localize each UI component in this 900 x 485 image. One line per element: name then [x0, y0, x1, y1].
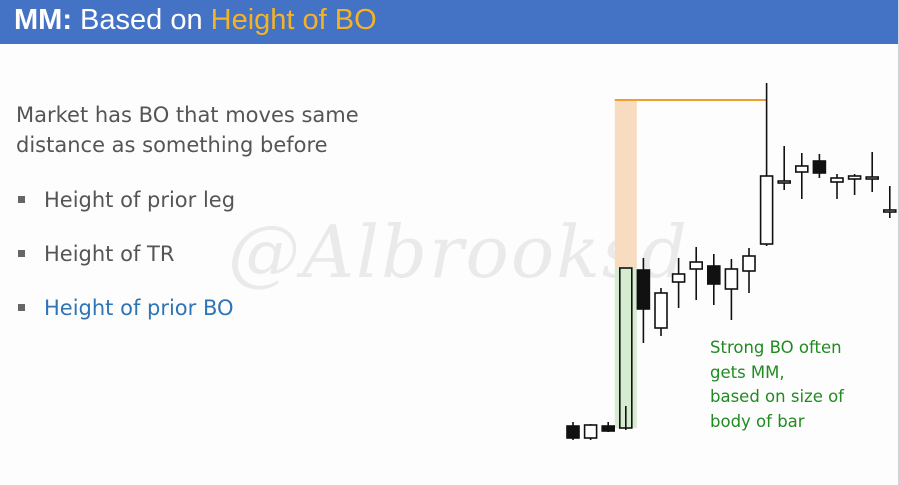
bull-candle-body: [671, 273, 686, 283]
title-middle: Based on: [71, 4, 211, 36]
right-edge-divider: [898, 0, 900, 485]
bull-candle-body: [830, 177, 844, 183]
bull-candle-body: [742, 255, 756, 272]
note-line: body of bar: [710, 411, 805, 431]
intro-text: Market has BO that moves same distance a…: [16, 103, 359, 157]
bear-candle-body: [566, 425, 580, 439]
bull-candle-body: [865, 176, 880, 180]
bullet-list: Height of prior leg Height of TR Height …: [16, 183, 235, 345]
bullet-square-icon: [18, 304, 25, 311]
watermark: @Albrooksd: [228, 210, 689, 294]
note-line: gets MM,: [710, 362, 785, 382]
bull-candle-body: [759, 175, 774, 245]
bear-candle-body: [706, 265, 721, 285]
bear-candle-body: [601, 425, 616, 432]
bear-candle-body: [636, 269, 651, 310]
bull-candle-body: [847, 175, 862, 180]
bullet-label: Height of prior leg: [44, 188, 236, 212]
bullet-label: Height of prior BO: [44, 296, 234, 320]
note-line: Strong BO often: [710, 338, 842, 357]
bullet-item-highlighted: Height of prior BO: [16, 291, 235, 345]
bull-candle-body: [724, 268, 739, 290]
bull-candle-body: [583, 424, 598, 439]
bullet-item: Height of prior leg: [16, 183, 235, 237]
note-line: based on size of: [710, 387, 844, 406]
bullet-square-icon: [18, 250, 25, 257]
title-prefix: MM:: [14, 4, 72, 36]
title-accent: Height of BO: [210, 4, 377, 36]
bull-candle-body: [777, 180, 792, 184]
slide-title: MM: Based on Height of BO: [0, 0, 898, 44]
bull-candle-body: [654, 292, 668, 329]
mm-projection-zone: [614, 100, 637, 268]
annotation-note: Strong BO often gets MM, based on size o…: [710, 336, 890, 434]
bull-candle-body: [794, 165, 809, 173]
bullet-label: Height of TR: [44, 242, 175, 266]
bo-body-highlight: [614, 268, 637, 428]
bullet-item: Height of TR: [16, 237, 235, 291]
bull-candle-body: [689, 261, 704, 270]
bull-candle-body: [618, 267, 633, 429]
bullet-square-icon: [18, 196, 25, 203]
bear-candle-body: [812, 160, 827, 174]
bull-candle-body: [882, 209, 897, 213]
